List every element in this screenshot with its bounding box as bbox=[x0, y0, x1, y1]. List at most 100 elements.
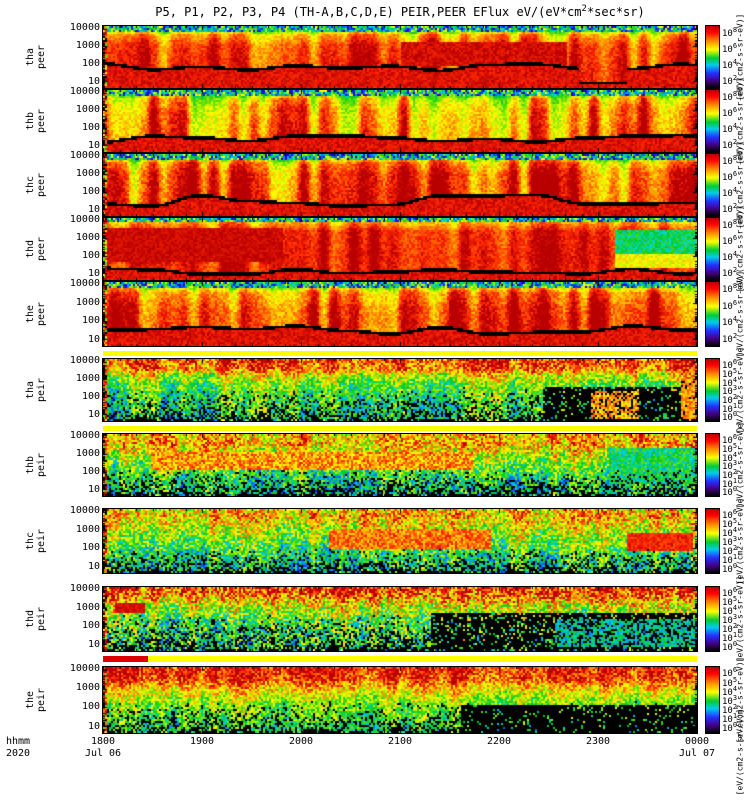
colorbar-tick-exponent: 4 bbox=[732, 58, 738, 67]
colorbar-tick-base: 10 bbox=[722, 141, 733, 152]
colorbar-tick-label: 108 bbox=[722, 218, 737, 231]
colorbar-unit-label: [eV/(cm2-s-sr-eV)] bbox=[733, 498, 747, 585]
flag-strip-segment bbox=[147, 656, 697, 662]
time-tick-label: 2300 bbox=[585, 736, 611, 747]
colorbar-tick-exponent: 4 bbox=[732, 186, 738, 195]
flag-strip-segment bbox=[103, 426, 697, 431]
colorbar-tick-exponent: 4 bbox=[732, 250, 738, 259]
spacecraft-label-text: thc peer bbox=[25, 173, 47, 197]
spectrogram-image-thb-peer bbox=[103, 90, 697, 152]
instrument-id: peir bbox=[36, 687, 47, 713]
energy-tick-label: 10000 bbox=[69, 505, 100, 517]
colorbar-tick-exponent: 0 bbox=[732, 721, 738, 730]
colorbar-tick-label: 106 bbox=[722, 299, 737, 312]
instrument-id: peir bbox=[36, 377, 47, 403]
colorbar-tick-label: 106 bbox=[722, 170, 737, 183]
colorbar-unit-label: [eV/(cm2-s-sr-eV)] bbox=[733, 347, 747, 434]
colorbar-tick-base: 10 bbox=[722, 318, 733, 329]
colorbar-tick-label: 102 bbox=[722, 622, 737, 635]
colorbar-tick-exponent: 5 bbox=[732, 441, 738, 450]
colorbar-tick-label: 103 bbox=[722, 535, 737, 548]
energy-tick-label: 10000 bbox=[69, 86, 100, 98]
colorbar-tick-label: 101 bbox=[722, 631, 737, 644]
energy-tick-label: 1000 bbox=[75, 232, 100, 244]
colorbar-thb-peir bbox=[705, 433, 720, 497]
colorbar-tick-base: 10 bbox=[722, 45, 733, 56]
spectrogram-image-the-peir bbox=[103, 667, 697, 733]
colorbar-tick-label: 106 bbox=[722, 234, 737, 247]
colorbar-tick-exponent: 8 bbox=[732, 218, 738, 227]
colorbar-tick-base: 10 bbox=[722, 538, 733, 549]
colorbar-tick-base: 10 bbox=[722, 285, 733, 296]
energy-tick-label: 1000 bbox=[75, 601, 100, 613]
colorbar-thc-peir bbox=[705, 508, 720, 574]
colorbar-tick-label: 102 bbox=[722, 393, 737, 406]
instrument-id: peer bbox=[36, 236, 47, 262]
energy-tick-label: 10000 bbox=[69, 22, 100, 34]
spacecraft-id: thd bbox=[25, 609, 36, 629]
colorbar-tick-exponent: 2 bbox=[732, 202, 738, 211]
colorbar-tick-exponent: 6 bbox=[732, 433, 738, 442]
colorbar-tick-exponent: 0 bbox=[732, 485, 738, 494]
colorbar-tick-exponent: 1 bbox=[732, 630, 738, 639]
energy-tick-label: 100 bbox=[81, 186, 100, 198]
time-tick-label: 0000 bbox=[684, 736, 710, 747]
colorbar-tick-label: 101 bbox=[722, 712, 737, 725]
colorbar-tick-base: 10 bbox=[722, 546, 733, 557]
spacecraft-label-thb-peer: thb peer bbox=[18, 89, 54, 153]
colorbar-tick-base: 10 bbox=[722, 77, 733, 88]
date-label-start: Jul 06 bbox=[84, 748, 122, 759]
colorbar-tick-base: 10 bbox=[722, 633, 733, 644]
colorbar-unit-text: [eV/(cm2-s-sr-eV)] bbox=[735, 575, 745, 663]
colorbar-tick-exponent: 4 bbox=[732, 122, 738, 131]
colorbar-tick-exponent: 2 bbox=[732, 266, 738, 275]
plot-title-text: P5, P1, P2, P3, P4 (TH-A,B,C,D,E) PEIR,P… bbox=[155, 5, 582, 19]
colorbar-the-peir bbox=[705, 666, 720, 734]
colorbar-tick-base: 10 bbox=[722, 436, 733, 447]
colorbar-tick-exponent: 2 bbox=[732, 467, 738, 476]
spectrogram-panel-thd-peir bbox=[102, 586, 698, 652]
colorbar-tick-label: 104 bbox=[722, 58, 737, 71]
colorbar-tick-exponent: 1 bbox=[732, 712, 738, 721]
colorbar-tick-label: 102 bbox=[722, 138, 737, 151]
spacecraft-label-text: tha peer bbox=[25, 45, 47, 69]
spacecraft-label-text: thd peir bbox=[25, 607, 47, 631]
colorbar-tick-exponent: 6 bbox=[732, 234, 738, 243]
colorbar-tick-exponent: 6 bbox=[732, 42, 738, 51]
energy-tick-label: 100 bbox=[81, 701, 100, 713]
colorbar-unit-label: [eV/(cm2-s-sr-eV)] bbox=[733, 422, 747, 509]
colorbar-tick-base: 10 bbox=[722, 221, 733, 232]
energy-tick-label: 1000 bbox=[75, 296, 100, 308]
colorbar-tick-label: 102 bbox=[722, 74, 737, 87]
spacecraft-label-text: thc peir bbox=[25, 529, 47, 553]
time-tick-label: 1900 bbox=[189, 736, 215, 747]
plot-title-text-end: *sec*sr) bbox=[586, 5, 645, 19]
colorbar-tick-exponent: 0 bbox=[732, 639, 738, 648]
colorbar-tick-base: 10 bbox=[722, 669, 733, 680]
colorbar-tha-peir bbox=[705, 358, 720, 422]
colorbar-tick-exponent: 2 bbox=[732, 331, 738, 340]
colorbar-tick-label: 106 bbox=[722, 42, 737, 55]
colorbar-tick-base: 10 bbox=[722, 334, 733, 345]
colorbar-tick-label: 100 bbox=[722, 562, 737, 575]
colorbar-tick-base: 10 bbox=[722, 404, 733, 415]
colorbar-tick-exponent: 0 bbox=[732, 410, 738, 419]
spectrogram-image-tha-peer bbox=[103, 26, 697, 88]
colorbar-unit-text: [eV/(cm2-s-sr-eV)] bbox=[735, 270, 745, 358]
colorbar-tick-base: 10 bbox=[722, 598, 733, 609]
energy-tick-label: 1000 bbox=[75, 523, 100, 535]
spacecraft-label-tha-peir: tha peir bbox=[18, 358, 54, 422]
spectrogram-image-thc-peer bbox=[103, 154, 697, 216]
colorbar-tick-base: 10 bbox=[722, 205, 733, 216]
colorbar-tick-label: 101 bbox=[722, 477, 737, 490]
energy-tick-label: 10000 bbox=[69, 278, 100, 290]
spectrogram-image-thd-peir bbox=[103, 587, 697, 651]
flag-strip-segment bbox=[103, 351, 697, 356]
spacecraft-label-text: thb peir bbox=[25, 453, 47, 477]
energy-tick-label: 10000 bbox=[69, 663, 100, 675]
energy-tick-label: 100 bbox=[81, 58, 100, 70]
energy-tick-label: 10 bbox=[87, 333, 100, 345]
colorbar-tick-base: 10 bbox=[722, 624, 733, 635]
colorbar-tick-exponent: 6 bbox=[732, 666, 738, 675]
instrument-id: peer bbox=[36, 172, 47, 198]
